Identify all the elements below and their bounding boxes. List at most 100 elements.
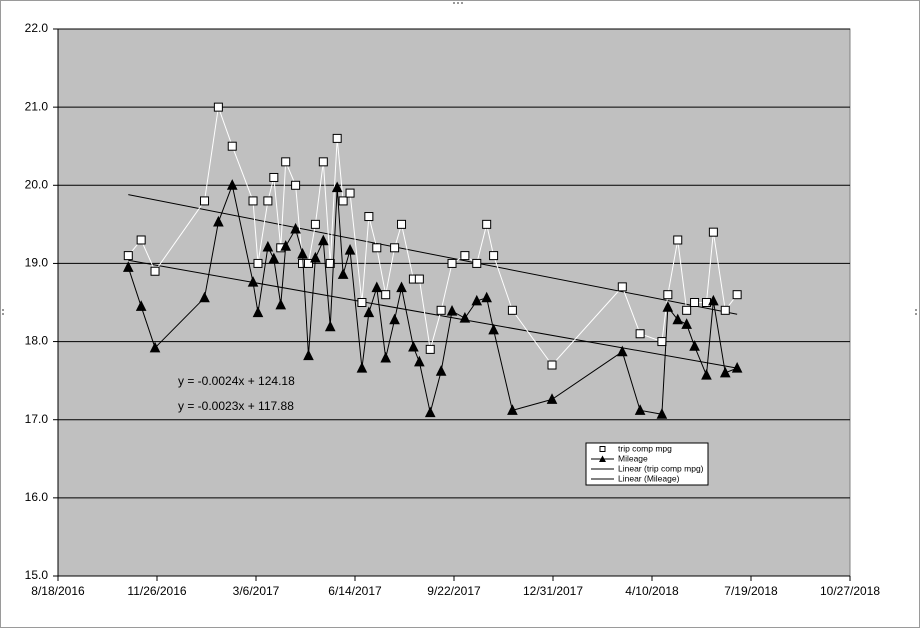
marker [331,181,343,193]
marker [708,294,719,306]
marker [303,258,313,268]
marker [318,234,329,246]
marker [363,306,375,318]
window-grip [2,2,917,315]
x-tick-label: 8/18/2016 [31,584,85,598]
marker [414,274,424,284]
x-tick-label: 6/14/2017 [328,584,382,598]
marker [200,196,210,206]
marker [337,268,349,279]
y-tick-label: 18.0 [25,334,49,348]
marker [135,300,147,311]
marker [720,305,730,315]
x-tick-label: 12/31/2017 [523,584,583,598]
trendline-equation: y = -0.0023x + 117.88 [178,399,294,413]
marker [507,305,517,315]
marker [396,281,407,293]
marker [253,258,263,268]
marker [673,235,683,245]
marker [390,243,400,253]
marker [123,251,133,261]
legend-label: trip comp mpg [618,443,672,453]
marker [149,341,161,353]
marker [482,219,492,229]
marker [275,298,287,310]
y-tick-label: 22.0 [25,21,49,35]
marker [364,212,374,222]
legend-label: Linear (trip comp mpg) [618,463,704,473]
marker [213,215,224,227]
marker [460,251,470,261]
marker [436,305,446,315]
marker [290,222,301,234]
marker [310,251,321,263]
marker [459,312,471,323]
marker [325,258,335,268]
marker [732,290,742,300]
marker [507,404,518,415]
marker [310,219,320,229]
marker [344,244,356,255]
marker [150,266,160,276]
marker [318,157,328,167]
marker [263,196,273,206]
marker [247,276,259,287]
marker [408,340,419,352]
marker [227,141,237,151]
x-tick-label: 10/27/2018 [820,584,880,598]
marker [662,301,674,312]
x-tick-label: 9/22/2017 [427,584,481,598]
marker [656,408,668,419]
marker [136,235,146,245]
marker [380,351,391,363]
x-tick-label: 3/6/2017 [233,584,280,598]
marker [546,393,558,404]
y-tick-label: 19.0 [25,256,49,270]
y-tick-label: 21.0 [25,99,49,113]
marker [472,258,482,268]
marker [338,196,348,206]
marker [447,258,457,268]
trendline-equation: y = -0.0024x + 124.18 [178,374,295,388]
marker [701,369,712,380]
marker [262,240,274,252]
marker [389,313,400,325]
legend-label: Mileage [618,453,648,463]
marker [291,180,301,190]
marker [690,298,700,307]
marker [708,227,718,237]
marker [663,290,673,300]
marker [303,349,314,361]
marker [635,329,645,339]
marker [297,247,308,259]
x-tick-label: 7/19/2018 [724,584,778,598]
marker [689,340,700,351]
marker [248,196,258,206]
marker [681,318,692,329]
y-tick-label: 17.0 [25,412,49,426]
marker [281,157,291,167]
y-tick-label: 16.0 [25,490,49,504]
marker [471,294,483,306]
marker [371,281,383,293]
marker [489,251,499,261]
y-tick-label: 15.0 [25,568,49,582]
marker [424,406,436,418]
marker [280,240,292,251]
marker [268,252,280,264]
marker [381,290,391,300]
marker [372,243,382,253]
marker [657,337,667,347]
legend-label: Linear (Mileage) [618,473,680,483]
marker [332,133,342,143]
marker [634,404,646,415]
x-tick-label: 4/10/2018 [625,584,679,598]
marker [357,298,367,307]
marker [616,345,628,357]
y-tick-label: 20.0 [25,177,49,191]
marker [446,304,458,316]
marker [226,179,238,190]
plot-area [57,28,851,577]
marker [345,188,355,198]
marker [425,344,435,354]
